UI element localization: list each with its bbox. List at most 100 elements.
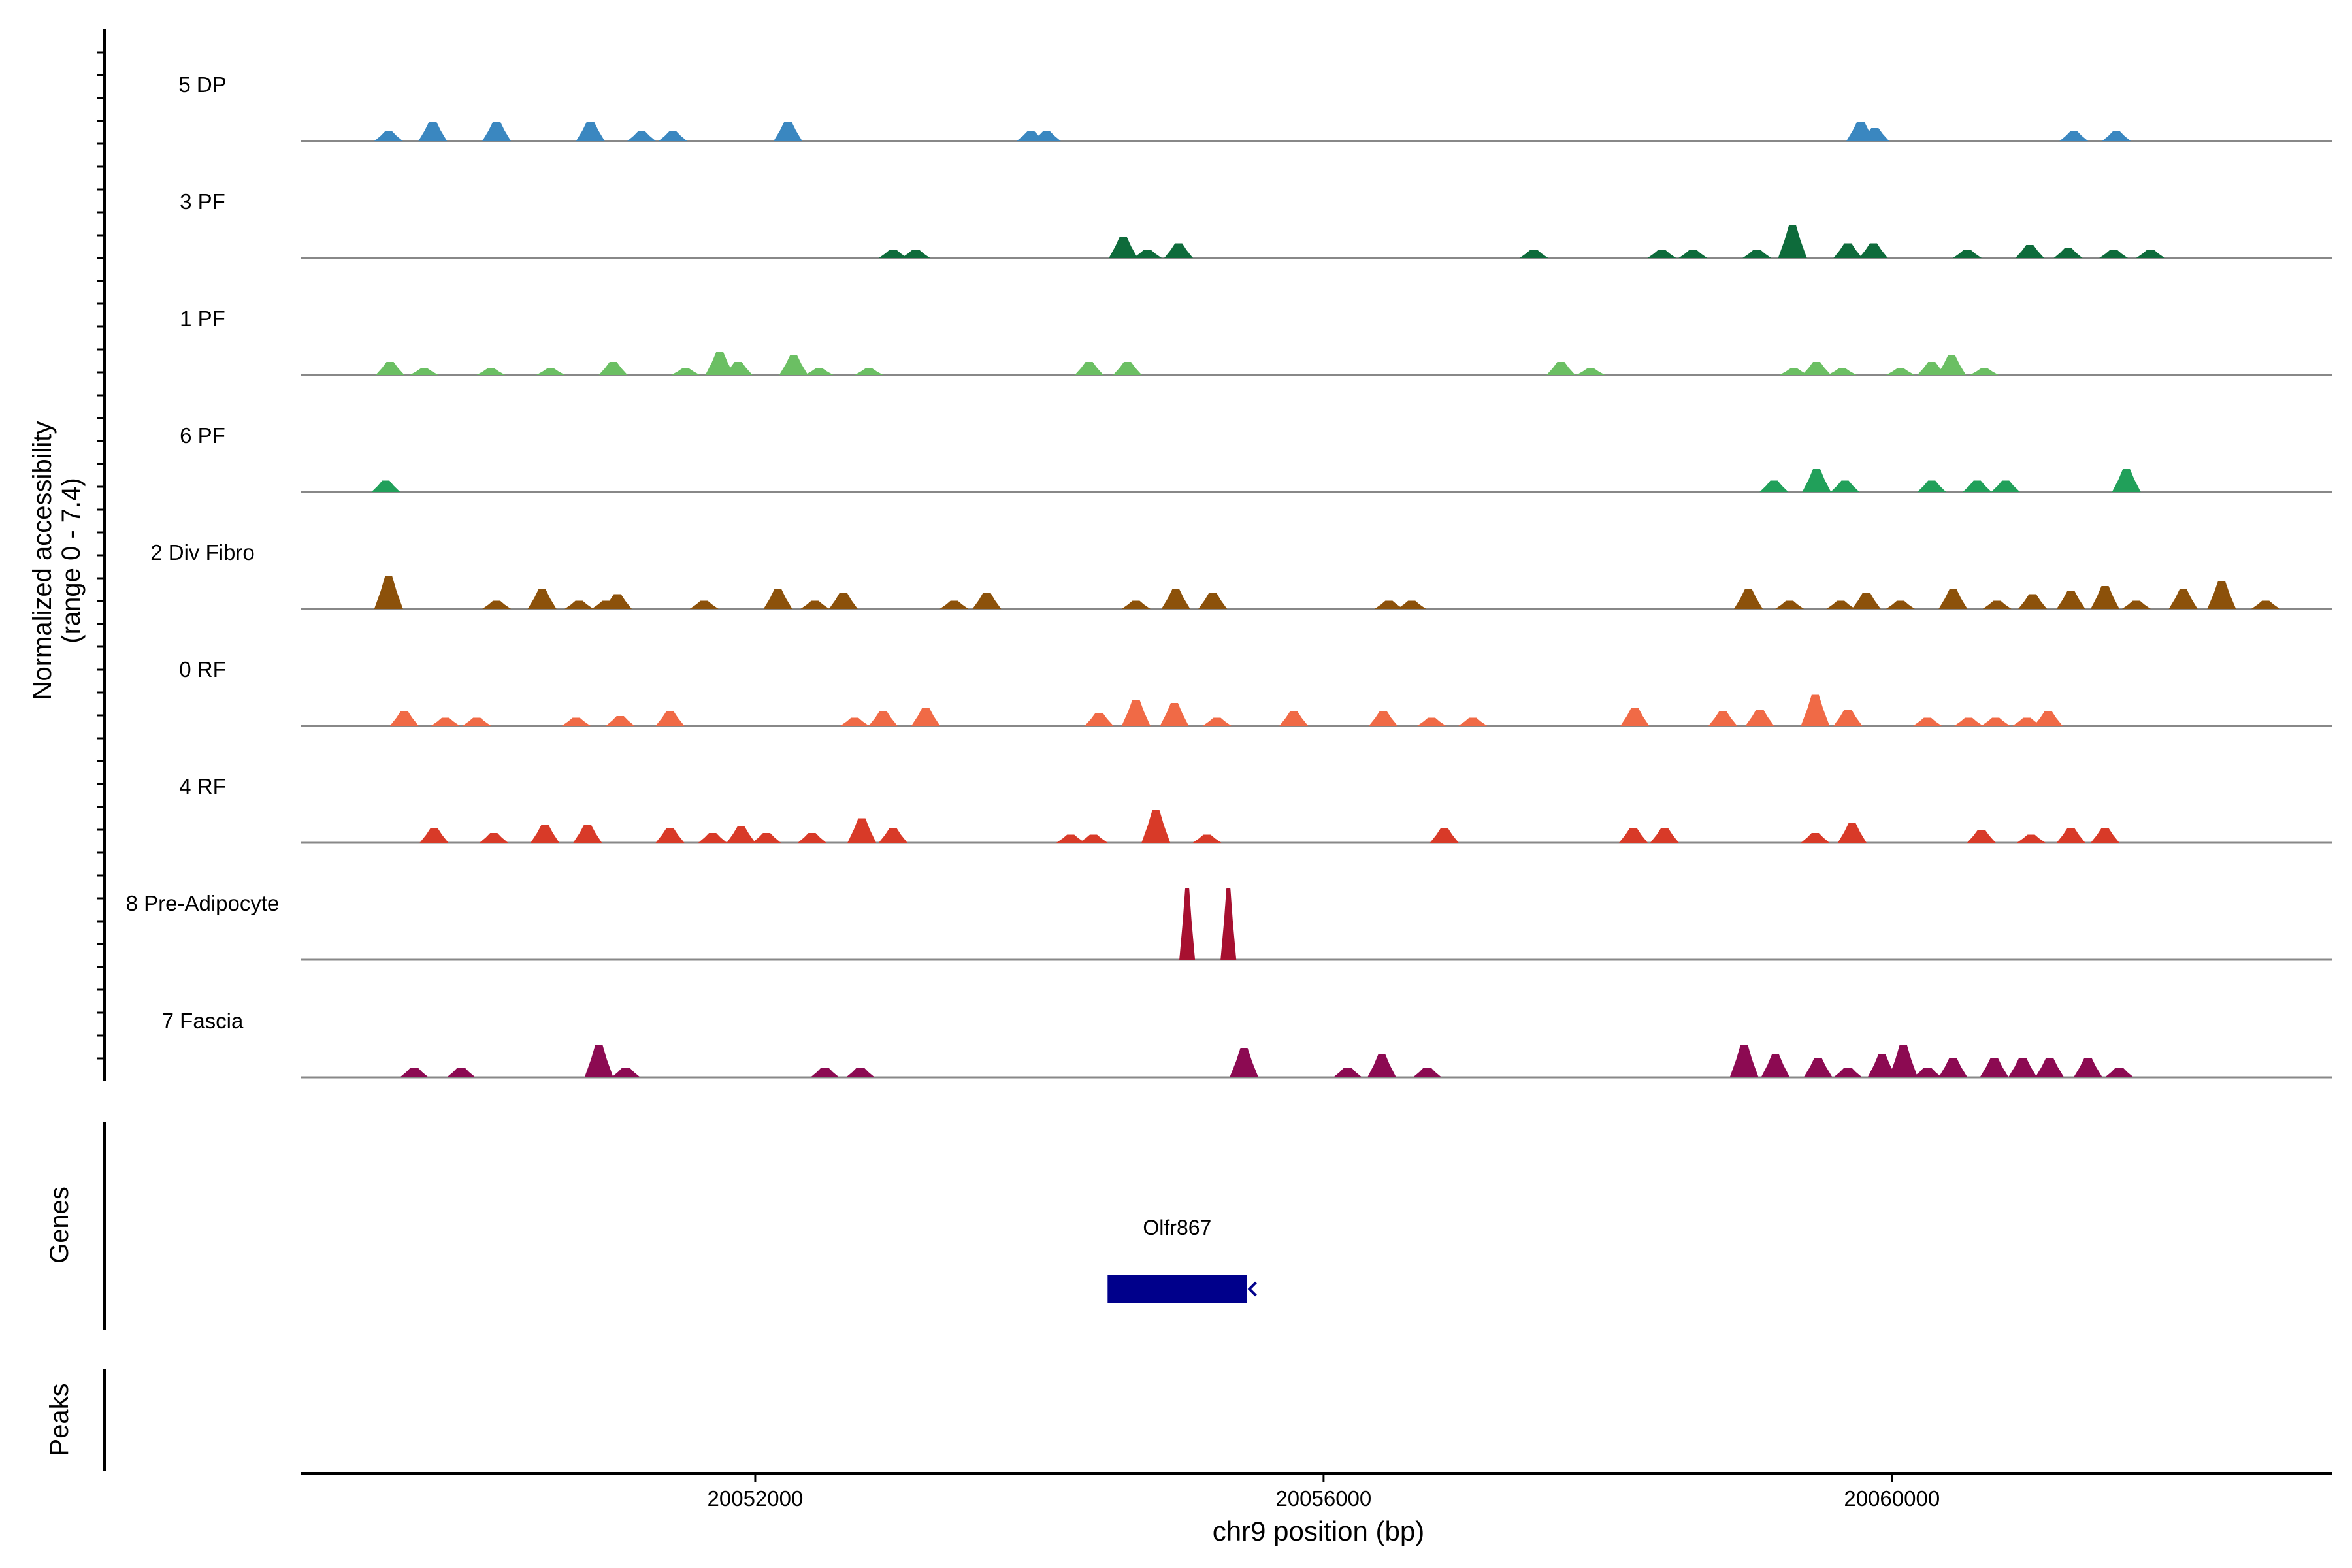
coverage-peak — [2102, 131, 2131, 141]
coverage-peak — [431, 717, 460, 726]
track-label: 1 PF — [180, 306, 225, 331]
x-axis-ticks: 20052000 20056000 20060000 — [708, 1473, 1940, 1511]
coverage-peak — [1991, 480, 2020, 492]
coverage-peak — [1917, 362, 1946, 375]
coverage-peak — [1745, 710, 1774, 726]
coverage-peak — [1576, 368, 1605, 375]
coverage-peak — [2099, 250, 2129, 258]
coverage-peak — [1827, 368, 1857, 375]
coverage-peak — [1079, 834, 1108, 843]
coverage-peak — [1778, 225, 1807, 258]
coverage-peak — [1802, 362, 1831, 375]
coverage-peak — [878, 828, 907, 843]
track-label: 5 DP — [178, 73, 226, 97]
x-tick-label: 20052000 — [708, 1486, 804, 1511]
coverage-peak — [1938, 589, 1968, 609]
coverage-peak — [2059, 131, 2089, 141]
coverage-peak — [847, 818, 877, 843]
coverage-peak — [1056, 834, 1085, 843]
coverage-peak — [1826, 600, 1855, 609]
coverage-peak — [2056, 828, 2085, 843]
coverage-peak — [1160, 703, 1189, 726]
coverage-peak — [1202, 717, 1232, 726]
coverage-peak — [598, 362, 628, 375]
coverage-peak — [1164, 243, 1193, 258]
coverage-peak — [655, 711, 685, 726]
coverage-peak — [1417, 717, 1446, 726]
coverage-peak — [1708, 711, 1737, 726]
coverage-peak — [482, 600, 512, 609]
coverage-peak — [389, 711, 419, 726]
coverage-peak — [1678, 250, 1708, 258]
peaks-track-title: Peaks — [45, 1383, 74, 1456]
coverage-peak — [1279, 711, 1309, 726]
coverage-peak — [1161, 589, 1190, 609]
coverage-peak — [1429, 828, 1459, 843]
coverage-peak — [878, 250, 907, 258]
coverage-peak — [531, 825, 560, 843]
coverage-peak — [763, 589, 792, 609]
coverage-peak — [705, 352, 734, 375]
coverage-peak — [1859, 243, 1888, 258]
coverage-peak — [972, 593, 1002, 609]
x-tick-label: 20060000 — [1844, 1486, 1940, 1511]
coverage-peak — [479, 833, 508, 843]
coverage-peak — [797, 833, 826, 843]
coverage-peak — [804, 368, 834, 375]
gene-body — [1107, 1275, 1247, 1303]
coverage-peak — [2008, 1058, 2037, 1077]
gene-label: Olfr867 — [1143, 1216, 1211, 1239]
coverage-peak — [1954, 717, 1984, 726]
coverage-peak — [2053, 248, 2083, 258]
coverage-peak — [655, 828, 685, 843]
coverage-peak — [1141, 810, 1171, 843]
coverage-peak — [418, 122, 448, 141]
coverage-peak — [1650, 828, 1679, 843]
coverage-peak — [400, 1068, 429, 1077]
coverage-peak — [1837, 823, 1867, 843]
coverage-peak — [462, 717, 491, 726]
coverage-peak — [698, 833, 727, 843]
coverage-peak — [840, 717, 870, 726]
coverage-peak — [376, 362, 404, 375]
coverage-peak — [1867, 1054, 1897, 1077]
coverage-track: 4 RF — [179, 774, 2332, 844]
coverage-peak — [1742, 250, 1772, 258]
coverage-peak — [2012, 717, 2042, 726]
coverage-peak — [2016, 834, 2046, 843]
coverage-peak — [1802, 469, 1831, 492]
coverage-peak — [576, 122, 605, 141]
coverage-peak — [1981, 717, 2010, 726]
coverage-peak — [1886, 368, 1915, 375]
track-label: 3 PF — [180, 189, 225, 214]
coverage-peak — [627, 131, 656, 141]
gene-strand-arrow — [1247, 1281, 1257, 1297]
coverage-peak — [603, 594, 632, 609]
coverage-peak — [1198, 593, 1228, 609]
coverage-peak — [658, 131, 687, 141]
coverage-peak — [2018, 594, 2048, 609]
coverage-peak — [1779, 368, 1808, 375]
coverage-peak — [1729, 1045, 1759, 1077]
coverage-peak — [374, 576, 403, 609]
coverage-peak — [1982, 600, 2012, 609]
coverage-peak — [2091, 828, 2119, 843]
coverage-peak — [939, 600, 969, 609]
coverage-peak — [868, 711, 898, 726]
coverage-peak — [2034, 711, 2063, 726]
coverage-peak — [752, 833, 781, 843]
track-label: 8 Pre-Adipocyte — [126, 891, 280, 915]
coverage-y-axis-ticks — [97, 51, 105, 1060]
coverage-peak — [1803, 1058, 1833, 1077]
coverage-peak — [1953, 250, 1982, 258]
coverage-peak — [1192, 834, 1222, 843]
coverage-peak — [671, 368, 700, 375]
coverage-peak — [1333, 1068, 1362, 1077]
coverage-peak — [1620, 708, 1650, 726]
coverage-peak — [536, 368, 565, 375]
coverage-peak — [1831, 480, 1859, 492]
coverage-peak — [774, 122, 802, 141]
coverage-peak — [1963, 480, 1992, 492]
coverage-peak — [419, 828, 449, 843]
